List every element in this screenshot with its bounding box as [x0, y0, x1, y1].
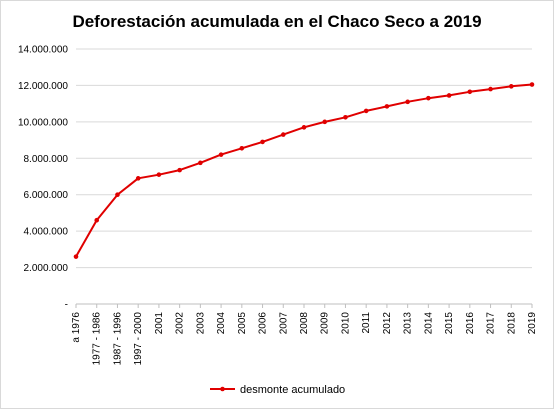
- data-point: [115, 192, 120, 198]
- data-point: [467, 89, 473, 95]
- y-tick-label: 10.000.000: [18, 117, 68, 128]
- legend-marker: [220, 386, 225, 392]
- x-tick-label: 2016: [465, 312, 476, 335]
- x-tick-label: 2005: [237, 312, 248, 335]
- data-point: [405, 99, 410, 105]
- data-point: [218, 152, 224, 157]
- data-point: [488, 86, 493, 92]
- x-tick-label: 2015: [444, 312, 455, 335]
- data-point: [156, 172, 162, 177]
- y-tick-label: 8.000.000: [24, 154, 69, 165]
- data-point: [260, 139, 265, 145]
- data-point: [426, 95, 431, 101]
- x-tick-label: 2004: [216, 312, 227, 335]
- x-tick-label: 2009: [320, 312, 331, 335]
- data-point: [343, 115, 348, 120]
- data-point: [363, 108, 369, 114]
- legend-label: desmonte acumulado: [240, 384, 345, 396]
- x-tick-label: 2003: [195, 312, 206, 335]
- data-point: [301, 125, 307, 130]
- data-point: [198, 160, 203, 166]
- x-tick-label: 2002: [175, 312, 186, 335]
- data-point: [446, 93, 452, 98]
- x-tick-label: 2018: [506, 312, 517, 335]
- x-tick-label: 2019: [527, 312, 538, 335]
- data-point: [384, 104, 390, 109]
- data-point: [135, 176, 141, 181]
- x-tick-label: 1977 - 1986: [92, 312, 103, 366]
- x-tick-label: 2008: [299, 312, 310, 335]
- grid-lines: [76, 48, 532, 305]
- data-point: [529, 82, 535, 87]
- x-tick-label: 2006: [258, 312, 269, 335]
- x-tick-label: 2011: [361, 312, 372, 334]
- chart-title: Deforestación acumulada en el Chaco Seco…: [72, 12, 481, 31]
- y-tick-label: 12.000.000: [18, 81, 68, 92]
- x-tick-label: 1987 - 1996: [112, 312, 123, 366]
- data-point: [322, 119, 328, 125]
- y-axis: - 2.000.000 4.000.000 6.000.000 8.000.000 10.…: [18, 45, 68, 311]
- data-point: [508, 84, 514, 89]
- x-tick-label: 2007: [278, 312, 289, 335]
- x-tick-label: 2012: [382, 312, 393, 335]
- x-tick-label: 2013: [403, 312, 414, 335]
- data-point: [94, 217, 100, 223]
- y-tick-label: 2.000.000: [24, 263, 69, 274]
- y-tick-label: 4.000.000: [24, 227, 69, 238]
- x-axis: a 1976 1977 - 1986 1987 - 1996 1997 - 2000 2…: [71, 304, 538, 365]
- data-point: [239, 145, 245, 151]
- data-point: [177, 167, 182, 173]
- data-point: [280, 132, 286, 137]
- y-tick-label: 14.000.000: [18, 45, 68, 56]
- series-group: [73, 82, 535, 259]
- x-tick-label: a 1976: [71, 312, 82, 343]
- data-point: [73, 254, 79, 259]
- x-tick-label: 1997 - 2000: [133, 312, 144, 366]
- x-tick-label: 2010: [340, 312, 351, 335]
- legend: desmonte acumulado: [210, 384, 345, 396]
- y-tick-label: -: [65, 300, 68, 311]
- x-tick-label: 2017: [486, 312, 497, 335]
- x-tick-label: 2014: [423, 312, 434, 335]
- x-tick-label: 2001: [154, 312, 165, 335]
- y-tick-label: 6.000.000: [24, 190, 69, 201]
